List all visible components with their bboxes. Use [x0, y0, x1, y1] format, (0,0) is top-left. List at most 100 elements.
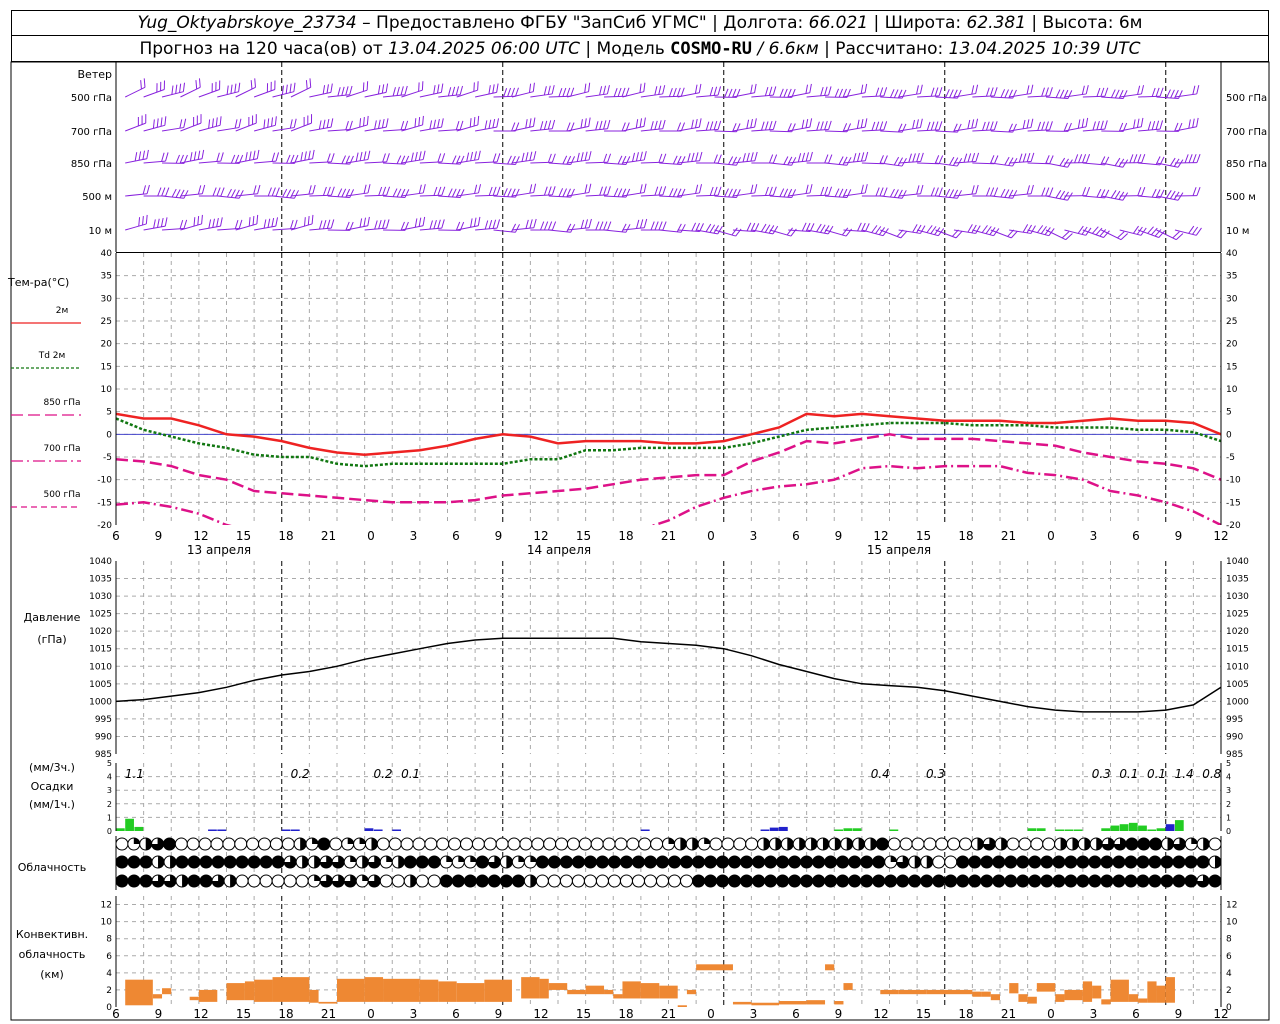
cloud-cover-symbol [650, 837, 664, 851]
wind-barb-flag [920, 225, 926, 234]
wind-barb [162, 219, 188, 231]
wind-barb-flag [916, 85, 919, 95]
wind-barb-flag [900, 230, 908, 239]
wind-barb-staff [198, 225, 221, 231]
forecast-time: 13.04.2025 06:00 UTC [388, 39, 581, 59]
wind-barb-flag [355, 152, 359, 162]
wind-barb-flag [1192, 118, 1195, 128]
wind-barb [843, 83, 868, 98]
cloud-cover-symbol [1065, 837, 1079, 851]
wind-barb-flag [717, 186, 722, 196]
wind-barb-flag [1049, 187, 1054, 197]
wind-barb-flag [750, 184, 754, 194]
wind-barb-flag [820, 86, 824, 96]
wind-barb [953, 84, 979, 98]
wind-barb [677, 222, 704, 233]
wind-barb-flag [860, 152, 865, 162]
wind-barb-flag [529, 151, 533, 161]
wind-barb-flag [1026, 185, 1030, 195]
wind-barb-flag [975, 84, 979, 94]
wind-barb-flag [680, 87, 685, 97]
convective-cloud-bar [1027, 996, 1037, 1004]
temp-tick-right: 0 [1226, 430, 1232, 440]
wind-barb-flag [728, 88, 733, 98]
wind-barb-flag [588, 117, 591, 127]
wind-barb-flag [772, 186, 777, 196]
cloud-cover-symbol [685, 837, 699, 851]
wind-barb-flag [183, 219, 188, 229]
cloud-circle [403, 855, 417, 869]
wind-barb-flag [949, 89, 954, 98]
cloud-circle [968, 874, 982, 888]
wind-barb-flag [474, 151, 477, 161]
wind-barb [272, 82, 296, 98]
wind-barb-flag [183, 118, 187, 128]
wind-barb-flag [724, 188, 729, 197]
cloud-circle [692, 855, 706, 869]
time-tick-label-temp: 0 [367, 529, 375, 543]
cloud-fill-three-quarters [332, 856, 345, 868]
pressure-tick-right: 1020 [1226, 627, 1249, 637]
wind-barb [567, 117, 591, 132]
wind-barb-flag [699, 223, 704, 232]
wind-barb-flag [893, 156, 900, 166]
wind-barb-flag [742, 153, 746, 163]
day-label: 13 апреля [187, 543, 251, 557]
wind-barb-flag [386, 153, 390, 163]
cloud-cover-symbol [752, 855, 766, 869]
convective-cloud-bar [309, 989, 319, 1003]
wind-barb-flag [1030, 184, 1034, 194]
cloud-circle [860, 855, 874, 869]
cloud-cover-symbol [697, 837, 711, 851]
model-resolution: / 6.6км [757, 39, 819, 59]
wind-level-label-left: 500 гПа [71, 93, 112, 104]
wind-barb [235, 78, 256, 98]
wind-barb-flag [274, 116, 277, 126]
cloud-cover-symbol [305, 837, 319, 851]
temp-series-2 [116, 433, 1221, 504]
wind-barb [622, 82, 646, 98]
wind-barb [383, 120, 409, 132]
cloud-circle [680, 855, 694, 869]
wind-barb-flag [1085, 186, 1091, 196]
wind-barb [861, 155, 888, 165]
wind-barb-flag [515, 87, 519, 97]
cloud-circle [475, 874, 489, 888]
cloud-cover-symbol [1042, 837, 1056, 851]
wind-barb-staff [677, 92, 700, 98]
cloud-cover-symbol [1076, 855, 1090, 869]
wind-barb-flag [717, 86, 722, 96]
cloud-circle [199, 874, 213, 888]
cloud-cover-symbol [1184, 874, 1198, 888]
cloud-circle [607, 874, 621, 888]
wind-barb-flag [208, 219, 212, 229]
wind-barb-flag [864, 83, 868, 93]
wind-barb [751, 120, 777, 132]
wind-barb-flag [680, 156, 686, 165]
cloud-fill-half [398, 856, 405, 868]
cloud-cover-symbol [1064, 855, 1078, 869]
temperature-panel [116, 412, 1221, 525]
convective-tick-right: 0 [1226, 1003, 1232, 1013]
wind-barb-flag [916, 152, 920, 162]
wind-barb-flag [1061, 231, 1070, 239]
precip-tick-left: 2 [107, 800, 112, 809]
wind-barb-flag [680, 122, 686, 132]
cloud-circle [424, 837, 438, 851]
wind-barb [253, 116, 277, 132]
header-forecast-row: Прогноз на 120 часа(ов) от 13.04.2025 06… [11, 35, 1269, 62]
wind-barb-flag [164, 116, 167, 126]
time-tick-label-temp: 0 [1047, 529, 1055, 543]
wind-barb-flag [1192, 85, 1196, 95]
wind-barb-flag [160, 117, 163, 127]
wind-barb-flag [349, 189, 355, 198]
wind-barb [567, 151, 592, 164]
cloud-fill-three-quarters [896, 856, 909, 868]
wind-barb-flag [249, 151, 252, 161]
wind-barb-flag [507, 188, 512, 197]
cloud-circle [1172, 874, 1186, 888]
cloud-cover-symbol [343, 855, 357, 869]
wind-barb-flag [1012, 123, 1017, 133]
wind-barb-flag [735, 157, 741, 166]
